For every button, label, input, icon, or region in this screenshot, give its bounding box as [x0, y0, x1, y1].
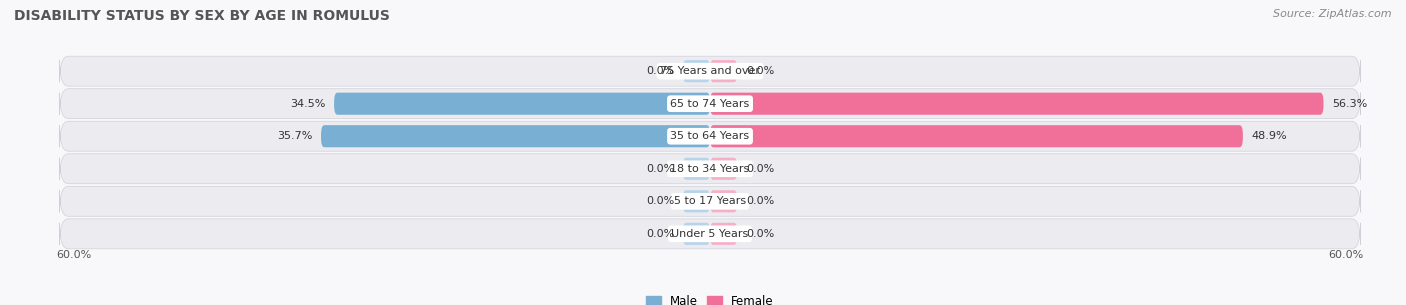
FancyBboxPatch shape — [710, 190, 737, 212]
FancyBboxPatch shape — [59, 186, 1361, 216]
Legend: Male, Female: Male, Female — [641, 290, 779, 305]
Text: 0.0%: 0.0% — [645, 229, 673, 239]
FancyBboxPatch shape — [683, 223, 710, 245]
Text: 0.0%: 0.0% — [747, 164, 775, 174]
Text: 56.3%: 56.3% — [1333, 99, 1368, 109]
FancyBboxPatch shape — [710, 223, 737, 245]
FancyBboxPatch shape — [321, 125, 710, 147]
Text: 75 Years and over: 75 Years and over — [659, 66, 761, 76]
FancyBboxPatch shape — [59, 121, 1361, 151]
Text: 18 to 34 Years: 18 to 34 Years — [671, 164, 749, 174]
FancyBboxPatch shape — [683, 190, 710, 212]
FancyBboxPatch shape — [710, 93, 1323, 115]
Text: 35 to 64 Years: 35 to 64 Years — [671, 131, 749, 141]
Text: 0.0%: 0.0% — [747, 196, 775, 206]
Text: 60.0%: 60.0% — [1329, 250, 1364, 260]
Text: 34.5%: 34.5% — [290, 99, 325, 109]
Text: Under 5 Years: Under 5 Years — [672, 229, 748, 239]
FancyBboxPatch shape — [683, 60, 710, 82]
FancyBboxPatch shape — [710, 60, 737, 82]
FancyBboxPatch shape — [59, 219, 1361, 249]
Text: 0.0%: 0.0% — [747, 66, 775, 76]
Text: 5 to 17 Years: 5 to 17 Years — [673, 196, 747, 206]
FancyBboxPatch shape — [710, 158, 737, 180]
Text: 0.0%: 0.0% — [645, 164, 673, 174]
Text: Source: ZipAtlas.com: Source: ZipAtlas.com — [1274, 9, 1392, 19]
Text: 0.0%: 0.0% — [645, 196, 673, 206]
FancyBboxPatch shape — [683, 158, 710, 180]
Text: 35.7%: 35.7% — [277, 131, 312, 141]
Text: 0.0%: 0.0% — [747, 229, 775, 239]
FancyBboxPatch shape — [59, 154, 1361, 184]
Text: 60.0%: 60.0% — [56, 250, 91, 260]
FancyBboxPatch shape — [335, 93, 710, 115]
Text: DISABILITY STATUS BY SEX BY AGE IN ROMULUS: DISABILITY STATUS BY SEX BY AGE IN ROMUL… — [14, 9, 389, 23]
Text: 65 to 74 Years: 65 to 74 Years — [671, 99, 749, 109]
FancyBboxPatch shape — [59, 56, 1361, 86]
Text: 48.9%: 48.9% — [1251, 131, 1288, 141]
FancyBboxPatch shape — [710, 125, 1243, 147]
Text: 0.0%: 0.0% — [645, 66, 673, 76]
FancyBboxPatch shape — [59, 89, 1361, 119]
